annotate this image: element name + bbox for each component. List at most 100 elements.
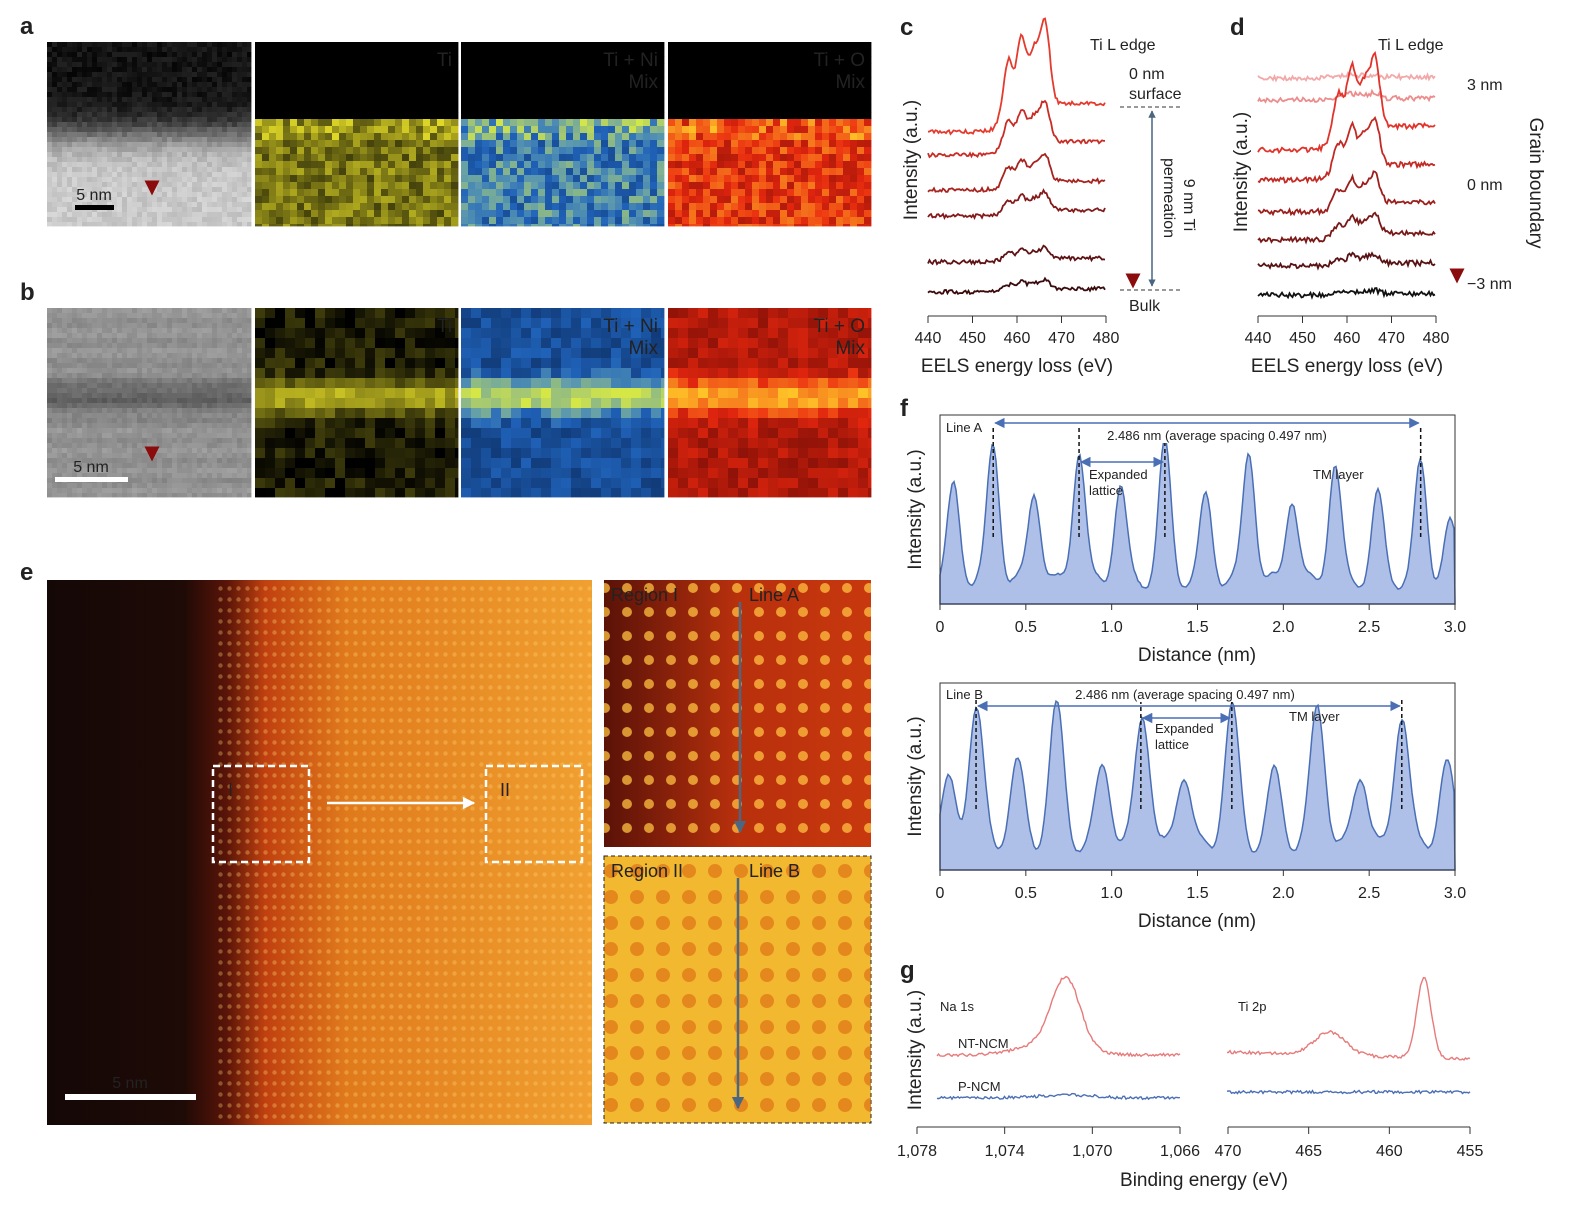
map-pixel [57,147,63,153]
map-pixel [57,473,63,479]
map-pixel [255,418,266,429]
map-pixel [416,84,424,92]
map-pixel [365,458,376,469]
map-pixel [332,182,340,190]
map-pixel [305,338,316,349]
map-pixel [636,182,644,190]
map-pixel [305,418,316,429]
map-pixel [177,62,183,68]
map-pixel [97,403,103,409]
map-pixel [276,56,284,64]
map-pixel [573,161,581,169]
map-pixel [538,98,546,106]
map-pixel [247,182,252,188]
map-pixel [77,82,83,88]
map-pixel [430,133,438,141]
map-pixel [608,119,616,127]
map-pixel [265,478,276,489]
map-pixel [197,383,203,389]
map-pixel [87,152,93,158]
map-pixel [242,152,248,158]
map-pixel [152,197,158,203]
map-pixel [52,102,58,108]
map-pixel [77,67,83,73]
map-pixel [545,56,553,64]
map-pixel [475,182,483,190]
map-pixel [587,98,595,106]
map-pixel [475,196,483,204]
map-pixel [177,192,183,198]
map-pixel [332,154,340,162]
map-pixel [137,57,143,63]
map-pixel [232,167,238,173]
map-pixel [162,72,168,78]
map-pixel [57,172,63,178]
map-pixel [444,84,452,92]
map-pixel [232,308,238,314]
map-pixel [265,388,276,399]
map-pixel [87,328,93,334]
map-pixel [437,147,445,155]
map-pixel [117,47,123,53]
map-pixel [72,353,78,359]
map-pixel [430,203,438,211]
map-pixel [222,77,228,83]
map-pixel [232,418,238,424]
map-pixel [255,98,263,106]
map-pixel [503,49,511,57]
map-pixel [475,63,483,71]
map-pixel [212,212,218,218]
map-pixel [112,463,118,469]
map-pixel [72,162,78,168]
map-pixel [152,82,158,88]
map-pixel [157,87,163,93]
map-pixel [339,63,347,71]
map-pixel [137,428,143,434]
map-pixel [242,463,248,469]
map-pixel [227,197,233,203]
map-pixel [416,224,424,227]
map-pixel [172,132,178,138]
map-pixel [222,313,228,319]
map-pixel [482,217,490,225]
map-pixel [552,147,560,155]
map-pixel [566,147,574,155]
map-pixel [332,70,340,78]
map-pixel [137,468,143,474]
map-pixel [67,353,73,359]
map-pixel [102,202,108,208]
map-pixel [573,168,581,176]
map-pixel [72,308,78,314]
map-pixel [255,70,263,78]
map-pixel [212,47,218,53]
map-pixel [409,189,417,197]
map-pixel [127,222,133,227]
map-pixel [87,127,93,133]
map-pixel [82,423,88,429]
map-pixel [72,202,78,208]
map-pixel [112,368,118,374]
map-pixel [72,438,78,444]
map-pixel [167,72,173,78]
map-pixel [207,463,213,469]
map-pixel [247,107,252,113]
map-pixel [430,196,438,204]
map-pixel [207,172,213,178]
map-pixel [290,147,298,155]
map-pixel [242,318,248,324]
map-pixel [416,210,424,218]
map-pixel [517,196,525,204]
map-pixel [339,140,347,148]
map-pixel [157,222,163,227]
map-pixel [112,207,118,213]
map-pixel [177,388,183,394]
map-pixel [102,353,108,359]
map-pixel [97,87,103,93]
map-pixel [82,97,88,103]
map-pixel [346,98,354,106]
map-pixel [162,463,168,469]
map-pixel [451,161,459,169]
map-pixel [222,72,228,78]
map-pixel [57,313,63,319]
map-pixel [227,172,233,178]
